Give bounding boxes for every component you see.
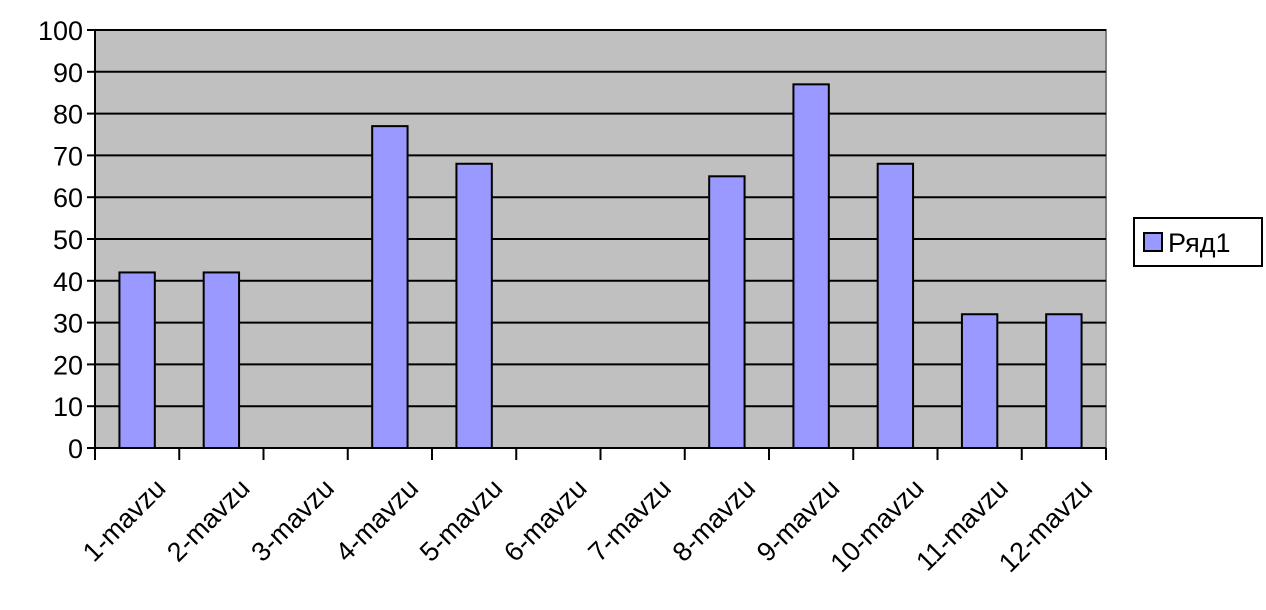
x-tick-label: 10-mavzu (825, 473, 930, 578)
bar (455, 162, 493, 449)
y-tick-label: 70 (53, 141, 83, 171)
y-tick-label: 40 (53, 267, 83, 297)
legend-label: Ряд1 (1168, 228, 1231, 258)
bar (876, 162, 915, 449)
x-tick-label: 2-mavzu (161, 473, 255, 567)
y-tick-label: 0 (68, 434, 83, 464)
bar (792, 83, 830, 449)
x-tick-label: 5-mavzu (414, 473, 508, 567)
y-tick-label: 100 (38, 16, 83, 46)
legend-swatch (1143, 232, 1163, 252)
x-tick-label: 8-mavzu (667, 473, 761, 567)
y-tick-label: 30 (53, 309, 83, 339)
x-tick-label: 1-mavzu (77, 473, 171, 567)
y-tick-label: 80 (53, 100, 83, 130)
y-tick-label: 20 (53, 350, 83, 380)
bar (960, 313, 999, 449)
bar (371, 125, 409, 449)
bar (202, 271, 241, 449)
y-tick-label: 10 (53, 392, 83, 422)
bar (708, 175, 746, 450)
y-tick-label: 60 (53, 183, 83, 213)
y-tick-label: 90 (53, 58, 83, 88)
x-tick-label: 12-mavzu (993, 473, 1098, 578)
y-tick-label: 50 (53, 225, 83, 255)
bar (118, 271, 156, 449)
x-tick-label: 4-mavzu (330, 473, 424, 567)
bar (1045, 313, 1083, 449)
x-tick-label: 6-mavzu (498, 473, 592, 567)
x-tick-label: 3-mavzu (245, 473, 339, 567)
x-tick-label: 7-mavzu (582, 473, 676, 567)
